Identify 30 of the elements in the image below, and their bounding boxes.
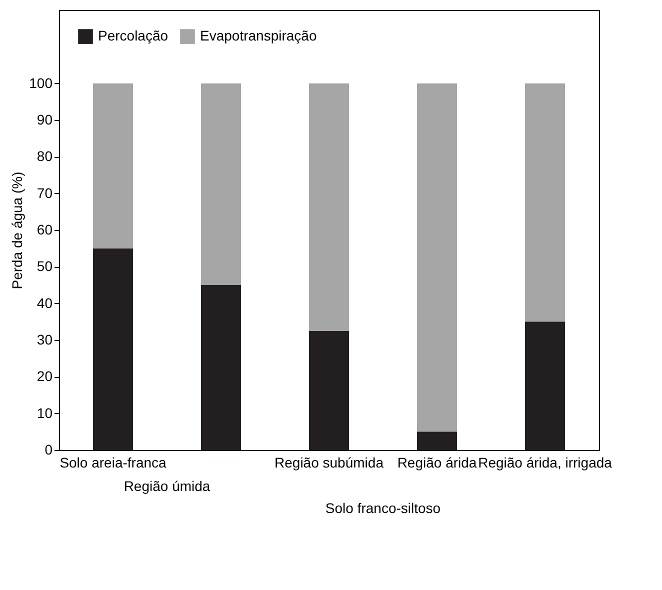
bar	[201, 83, 241, 285]
y-tick-label: 50	[36, 258, 53, 274]
y-tick-label: 40	[36, 294, 53, 311]
x-tick-label: Região subúmida	[274, 454, 384, 470]
bar	[525, 83, 565, 322]
bar	[201, 285, 241, 450]
bar	[417, 432, 457, 450]
y-tick-label: 90	[36, 112, 53, 128]
y-tick-label: 80	[36, 148, 53, 164]
y-tick-label: 30	[36, 332, 53, 348]
x-tick-label: Solo areia-franca	[60, 454, 167, 470]
y-tick-label: 20	[36, 368, 53, 384]
bar	[525, 322, 565, 450]
x-tick-label: Região árida	[397, 454, 477, 470]
y-tick-label: 70	[36, 184, 53, 201]
text: Região úmida	[124, 478, 210, 494]
y-tick-label: 60	[36, 222, 53, 238]
y-axis-title: Perda de água (%)	[9, 172, 26, 290]
y-tick-label: 0	[44, 442, 53, 458]
text: Solo franco-siltoso	[325, 500, 441, 516]
y-tick-label: 100	[29, 74, 53, 91]
bar	[309, 83, 349, 331]
legend-label: Evapotranspiração	[200, 28, 317, 44]
legend-label: Percolação	[98, 28, 168, 44]
bar	[417, 83, 457, 432]
bar	[93, 248, 133, 450]
bar	[309, 330, 349, 450]
x-tick-label: Região árida, irrigada	[478, 454, 612, 470]
y-tick-label: 10	[36, 404, 53, 421]
bar	[93, 83, 133, 248]
